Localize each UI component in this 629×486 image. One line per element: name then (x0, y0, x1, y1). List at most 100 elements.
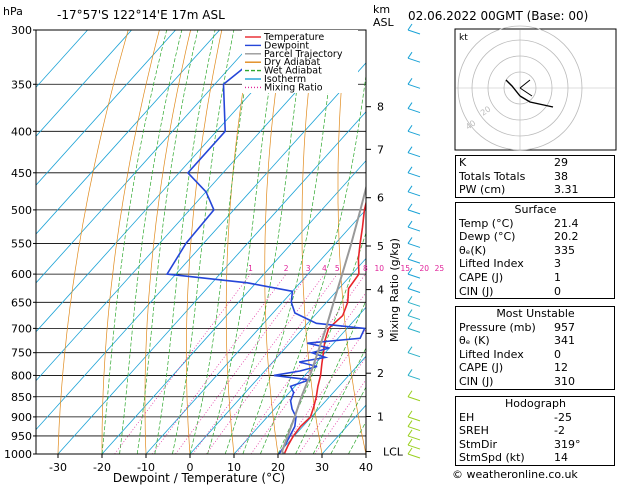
wet-adiabat-line (330, 386, 366, 454)
wind-barb-feather (407, 237, 413, 244)
index-label: CIN (J) (459, 374, 494, 388)
pressure-tick-label: 400 (11, 125, 32, 138)
wind-barb-feather (407, 125, 413, 132)
temperature-tick-label: 10 (227, 461, 241, 474)
wind-barb (407, 242, 421, 248)
wind-barb-feather (407, 447, 413, 455)
table-title-row: Surface (456, 203, 615, 217)
index-value: 0 (554, 347, 561, 361)
sounding-series (165, 30, 366, 454)
table-row: CIN (J) 310 (456, 375, 615, 389)
mixing-ratio-label: 25 (435, 264, 445, 273)
parcel-trajectory-line (280, 184, 366, 454)
mixing-ratio-axis-title: Mixing Ratio (g/kg) (388, 238, 401, 342)
km-tick-label: 2 (377, 367, 384, 380)
legend-label: Temperature (263, 32, 324, 43)
table-row: Lifted Index 0 (456, 348, 615, 362)
hodograph-index-panel: Hodograph EH -25 SREH -2 StmDir 319° StmSpd (kt… (455, 396, 615, 466)
index-value: 38 (554, 169, 568, 183)
table-row: CAPE (J) 1 (456, 271, 615, 285)
mixing-ratio-line (151, 273, 287, 454)
wind-barb (407, 352, 421, 358)
hodograph-index-table: Hodograph EH -25 SREH -2 StmDir 319° StmSpd (kt… (455, 396, 615, 466)
isotherm-line (277, 355, 366, 454)
temperature-tick-label: -10 (137, 461, 155, 474)
wind-barb-feather (407, 146, 413, 153)
table-row: StmSpd (kt) 14 (456, 451, 615, 465)
asl-label: ASL (373, 16, 395, 29)
wet-adiabat-line (154, 30, 216, 454)
temperature-line (283, 199, 366, 454)
mixing-ratio-line (114, 273, 251, 454)
legend-label: Dewpoint (264, 40, 309, 51)
hpa-label: hPa (3, 5, 23, 18)
wind-barb (407, 301, 421, 307)
table-title: Surface (514, 203, 557, 216)
isotherm-line (145, 208, 366, 454)
wind-barb (407, 108, 421, 114)
index-label: StmDir (459, 437, 498, 451)
wind-barbs (407, 23, 421, 459)
wind-barb-feather (407, 429, 413, 437)
pressure-tick-label: 700 (11, 322, 32, 335)
index-value: 310 (554, 374, 575, 388)
wind-barb (407, 172, 421, 178)
wind-barb (407, 444, 421, 450)
index-value: 20.2 (554, 230, 579, 244)
pressure-tick-label: 950 (11, 430, 32, 443)
table-row: θₑ(K) 335 (456, 244, 615, 258)
index-value: -2 (554, 424, 565, 438)
index-value: 3.31 (554, 183, 579, 197)
wind-barb-feather (407, 267, 413, 275)
temperature-tick-label: -20 (93, 461, 111, 474)
legend-label: Isotherm (264, 74, 306, 85)
pressure-tick-label: 600 (11, 268, 32, 281)
wind-barb (407, 83, 421, 89)
dry-adiabat-line (185, 30, 223, 454)
mixing-ratio-label: 8 (363, 264, 368, 273)
wind-barb (407, 57, 421, 63)
index-label: Pressure (mb) (459, 320, 536, 334)
wind-barb-feather (407, 309, 413, 316)
index-value: 3 (554, 257, 561, 271)
temperature-tick-label: 40 (359, 461, 373, 474)
km-tick-label: 1 (377, 411, 384, 424)
wet-adiabat-line (207, 30, 279, 454)
dry-adiabat-line (144, 30, 191, 454)
datetime-label: 02.06.2022 00GMT (Base: 00) (408, 9, 589, 23)
mixing-ratio-label: 3 (306, 264, 311, 273)
hodograph-arrows (519, 79, 533, 97)
pressure-tick-label: 1000 (4, 448, 32, 461)
mixing-ratio-line (175, 273, 309, 454)
surface-panel: Surface Temp (°C) 21.4 Dewp (°C) 20.2 θₑ(K) 33… (455, 202, 615, 300)
legend-label: Mixing Ratio (264, 82, 323, 93)
hodograph-frame (454, 28, 617, 151)
legend-label: Wet Adiabat (264, 66, 322, 77)
mixing-ratio-label: 1 (248, 264, 253, 273)
km-tick-label: 4 (377, 284, 384, 297)
table-row: EH -25 (456, 411, 615, 425)
index-label: θₑ (K) (459, 334, 490, 348)
table-title: Hodograph (505, 397, 566, 410)
isotherm-line (36, 30, 264, 284)
table-row: CAPE (J) 12 (456, 361, 615, 375)
isotherm-line (189, 257, 366, 454)
temperature-tick-label: 20 (271, 461, 285, 474)
mixing-ratio-label: 4 (322, 264, 327, 273)
wind-barb (407, 258, 421, 264)
table-row: CIN (J) 0 (456, 285, 615, 299)
index-value: 21.4 (554, 216, 579, 230)
wind-barb-feather (407, 322, 413, 329)
index-value: 14 (554, 451, 568, 465)
legend-label: Dry Adiabat (264, 57, 321, 68)
km-tick-label: 7 (377, 143, 384, 156)
index-value: 319° (554, 437, 581, 451)
wind-barb-feather (407, 346, 413, 353)
credit-text: © weatheronline.co.uk (452, 468, 578, 481)
index-value: 29 (554, 156, 568, 169)
wind-barb-feather (407, 252, 413, 260)
wet-adiabat-line (224, 30, 306, 454)
mixing-ratio-label: 5 (335, 264, 340, 273)
temperature-tick-label: -30 (49, 461, 67, 474)
